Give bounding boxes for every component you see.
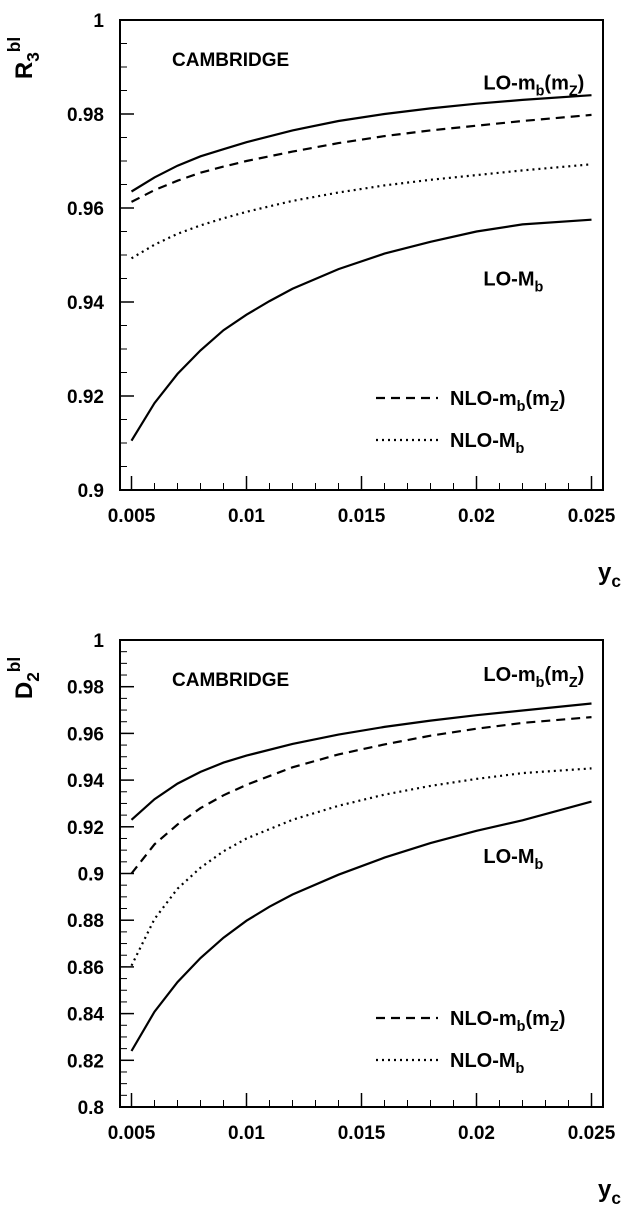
x-tick-label: 0.01 — [228, 506, 265, 527]
curve-label-1: LO-mb(mZ) — [483, 73, 584, 100]
curve-label-2: LO-Mb — [483, 269, 543, 296]
x-tick-label: 0.02 — [458, 506, 495, 527]
y-axis-label: R3bl — [4, 37, 43, 79]
x-axis-label: yc — [598, 559, 621, 591]
y-tick-label: 0.92 — [67, 818, 104, 839]
chart-panel-2: 0.8 0.82 0.84 0.86 0.88 0.9 0.92 0.94 0.96 0.98 1 0… — [4, 631, 621, 1207]
y-tick-label: 0.92 — [67, 387, 104, 408]
series-line-dashed-2 — [130, 716, 592, 875]
y-axis-label: D2bl — [4, 657, 43, 699]
x-tick-label: 0.025 — [568, 1123, 616, 1144]
annotation-cambridge: CAMBRIDGE — [172, 50, 289, 71]
y-axis-label-text: D2bl — [4, 657, 43, 699]
curve-label-2: LO-Mb — [483, 846, 543, 873]
series-line-dotted-3 — [130, 163, 592, 260]
y-tick-label: 0.88 — [67, 911, 104, 932]
x-tick-label: 0.01 — [228, 1123, 265, 1144]
y-tick-label: 0.84 — [67, 1005, 104, 1026]
y-tick-label: 0.8 — [78, 1098, 104, 1119]
series-line-solid-4 — [130, 800, 592, 1052]
legend-label-1: NLO-mb(mZ) — [450, 388, 565, 415]
x-tick-label: 0.005 — [108, 1123, 156, 1144]
y-axis-label-text: R3bl — [4, 37, 43, 79]
y-tick-label: 0.94 — [67, 293, 104, 314]
y-tick-label: 1 — [93, 631, 104, 652]
x-tick-label: 0.015 — [338, 506, 386, 527]
series-line-solid-1 — [130, 94, 592, 193]
y-tick-label: 0.98 — [67, 678, 104, 699]
x-tick-label: 0.015 — [338, 1123, 386, 1144]
y-tick-label: 0.9 — [78, 481, 104, 502]
y-tick-label: 0.98 — [67, 105, 104, 126]
curve-label-1: LO-mb(mZ) — [483, 664, 584, 691]
x-tick-label: 0.005 — [108, 506, 156, 527]
series-line-solid-4 — [130, 218, 592, 442]
x-tick-label: 0.025 — [568, 506, 616, 527]
chart-panel-1: 0.9 0.92 0.94 0.96 0.98 1 0.005 0.01 0.015 0.02 0.… — [4, 11, 621, 591]
y-tick-label: 0.82 — [67, 1051, 104, 1072]
series-line-dotted-3 — [130, 767, 592, 967]
legend-label-2: NLO-Mb — [450, 430, 525, 457]
annotation-cambridge: CAMBRIDGE — [172, 670, 289, 691]
series-line-dashed-2 — [130, 113, 592, 203]
x-tick-label: 0.02 — [458, 1123, 495, 1144]
y-tick-label: 1 — [93, 11, 104, 32]
y-tick-label: 0.94 — [67, 771, 104, 792]
legend-label-2: NLO-Mb — [450, 1050, 525, 1077]
legend-label-1: NLO-mb(mZ) — [450, 1008, 565, 1035]
x-axis-label: yc — [598, 1176, 621, 1207]
y-tick-label: 0.86 — [67, 958, 104, 979]
y-tick-label: 0.9 — [78, 865, 104, 886]
series-line-solid-1 — [130, 702, 592, 821]
y-tick-label: 0.96 — [67, 199, 104, 220]
y-tick-label: 0.96 — [67, 724, 104, 745]
